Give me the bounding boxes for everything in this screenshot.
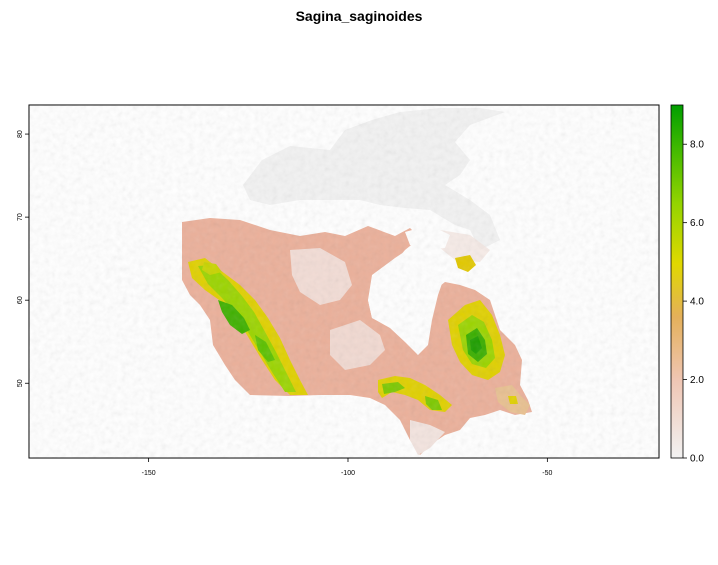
legend-tick-label: 0.0 [690,454,704,465]
x-tick-label: -150 [142,470,156,477]
y-tick-label: 60 [17,296,24,304]
x-tick-label: -50 [542,470,552,477]
raster-texture [29,105,659,458]
legend-ticks: 0.0 2.0 4.0 6.0 8.0 [683,140,704,465]
y-tick-label: 80 [17,130,24,138]
legend-tick-label: 2.0 [690,375,704,386]
x-axis: -150 -100 -50 [142,458,553,477]
y-tick-label: 70 [17,213,24,221]
raster-layer [29,105,659,458]
legend-tick-label: 6.0 [690,218,704,229]
legend-colorbar [670,104,684,459]
x-tick-label: -100 [341,470,355,477]
y-axis: 50 60 70 80 [17,130,29,387]
map-title: Sagina_saginoides [295,8,423,24]
legend-tick-label: 4.0 [690,297,704,308]
y-tick-label: 50 [17,379,24,387]
legend-tick-label: 8.0 [690,140,704,151]
